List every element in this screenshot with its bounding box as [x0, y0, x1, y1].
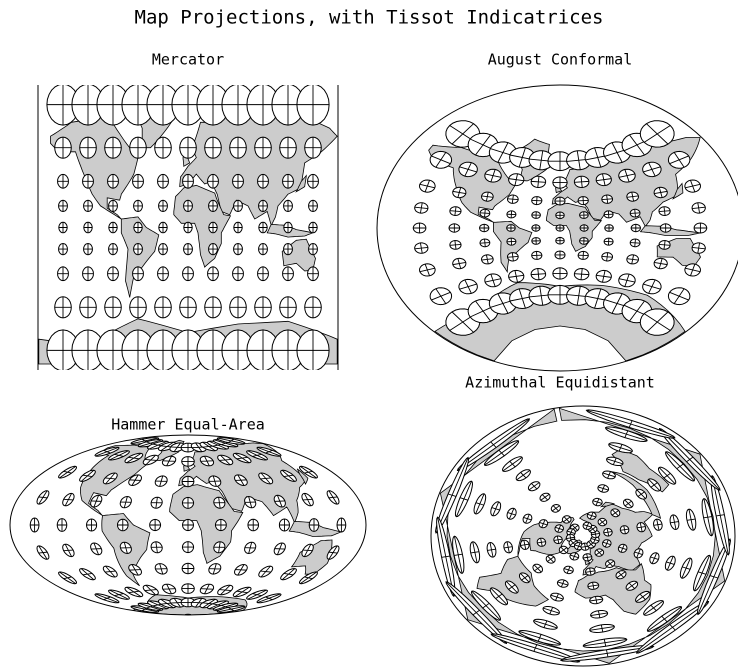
panel-title: August Conformal	[488, 51, 633, 69]
panel-title: Mercator	[152, 51, 224, 69]
azimuthal-map	[436, 408, 731, 663]
landmass	[477, 556, 548, 606]
august-map	[413, 121, 707, 361]
hammer-map	[30, 438, 346, 615]
mercator-map	[39, 84, 337, 371]
figure-title: Map Projections, with Tissot Indicatrice…	[135, 7, 604, 29]
map-figure: Map Projections, with Tissot Indicatrice…	[0, 0, 738, 668]
panel-title: Hammer Equal-Area	[111, 416, 265, 434]
panel-title: Azimuthal Equidistant	[465, 374, 655, 392]
map-border	[431, 406, 735, 666]
